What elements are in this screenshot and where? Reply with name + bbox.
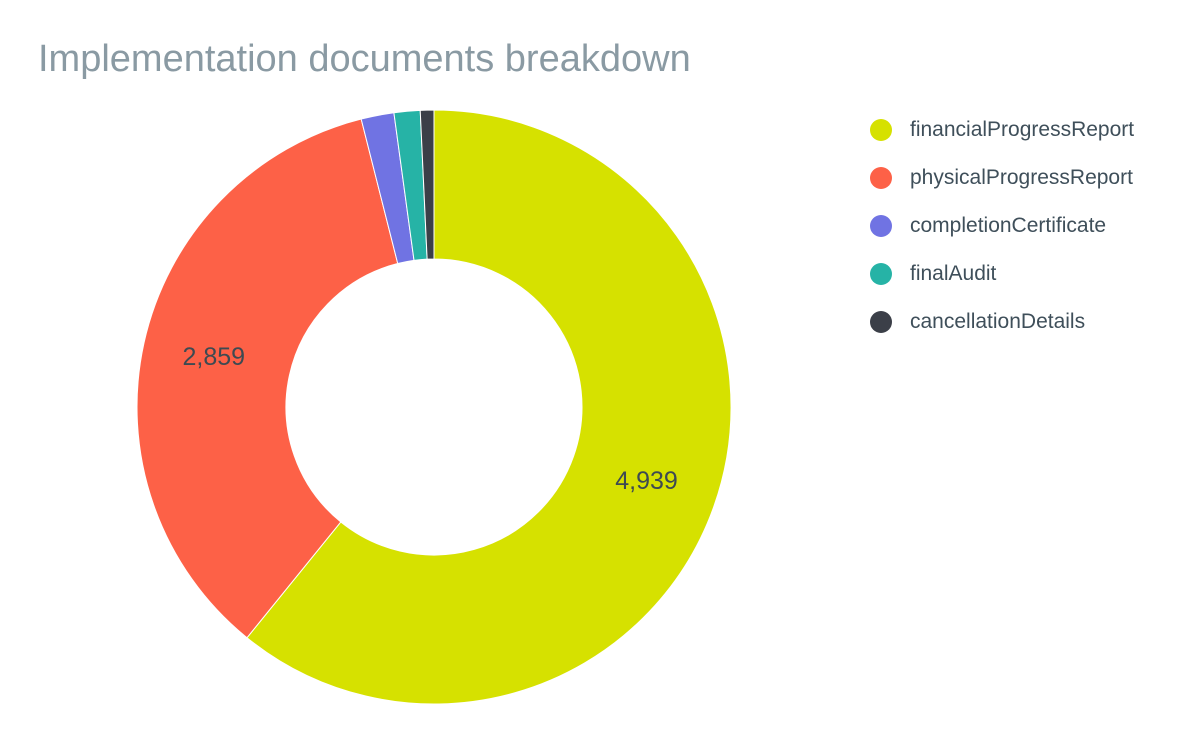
legend-label: physicalProgressReport (910, 166, 1133, 189)
legend-swatch (870, 167, 892, 189)
data-label-financialProgressReport: 4,939 (615, 467, 678, 495)
legend-label: completionCertificate (910, 214, 1107, 237)
legend-swatch (870, 215, 892, 237)
legend-swatch (870, 311, 892, 333)
slice-physicalProgressReport (136, 118, 399, 639)
slice-financialProgressReport (246, 109, 732, 705)
legend-label: financialProgressReport (910, 118, 1135, 141)
legend: financialProgressReport physicalProgressR… (870, 106, 1134, 346)
legend-label: finalAudit (910, 262, 997, 285)
legend-item-financialProgressReport[interactable]: financialProgressReport (870, 106, 1134, 154)
legend-item-physicalProgressReport[interactable]: physicalProgressReport (870, 154, 1134, 202)
legend-swatch (870, 119, 892, 141)
legend-item-cancellationDetails[interactable]: cancellationDetails (870, 298, 1134, 346)
legend-item-completionCertificate[interactable]: completionCertificate (870, 202, 1134, 250)
legend-label: cancellationDetails (910, 310, 1086, 333)
slice-cancellationDetails (419, 109, 435, 260)
slices-group (136, 109, 732, 705)
data-labels-group: 4,939 2,859 (182, 343, 677, 495)
legend-item-finalAudit[interactable]: finalAudit (870, 250, 1134, 298)
legend-swatch (870, 263, 892, 285)
data-label-physicalProgressReport: 2,859 (182, 343, 245, 371)
chart-title: Implementation documents breakdown (38, 38, 691, 80)
